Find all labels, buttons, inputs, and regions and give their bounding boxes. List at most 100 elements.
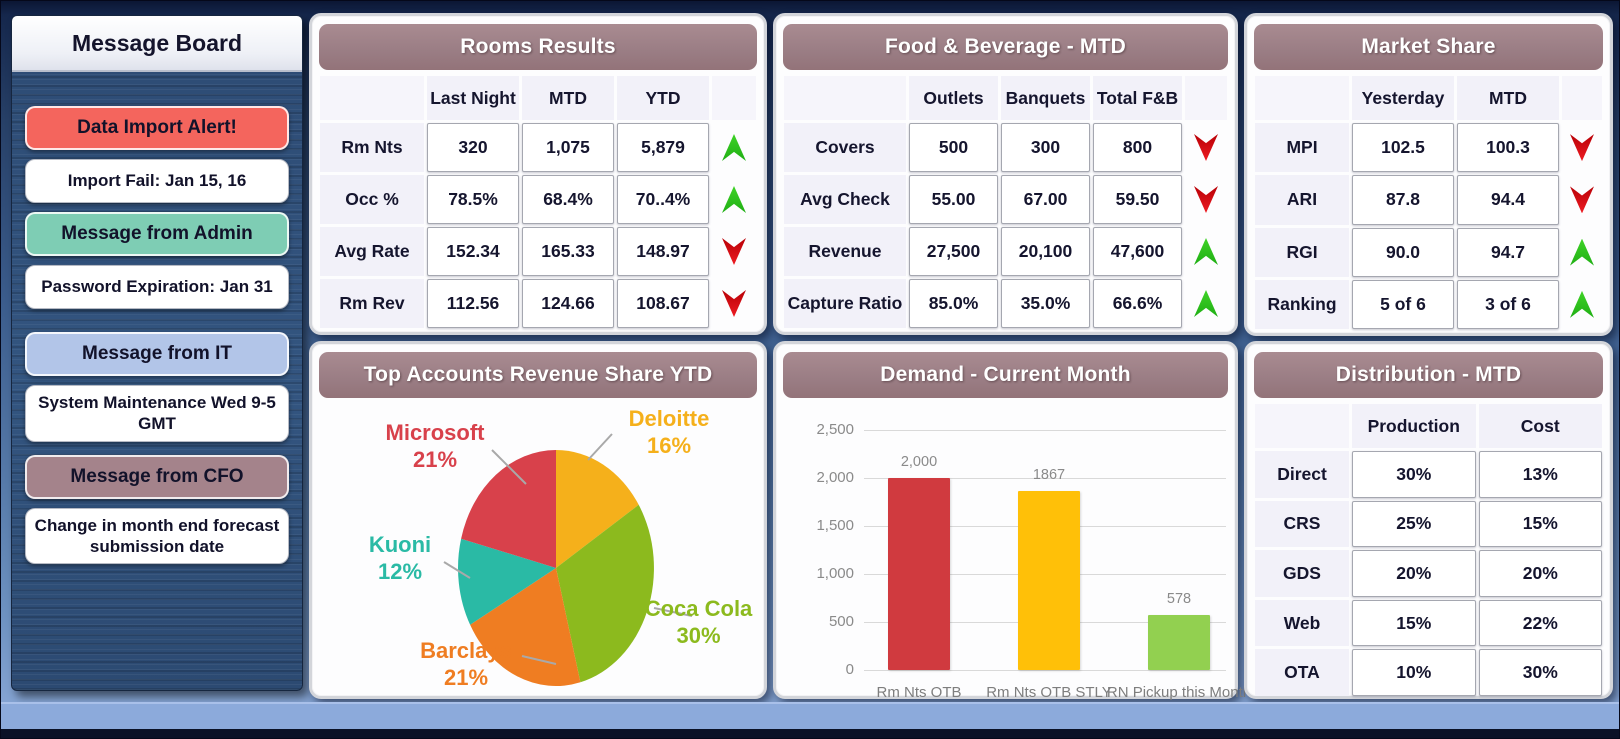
pie-leader-line xyxy=(587,433,613,461)
trend-cell xyxy=(1185,123,1227,172)
bottom-frame xyxy=(1,729,1619,738)
metric-value: 94.7 xyxy=(1457,227,1559,277)
alert-message-cfo[interactable]: Message from CFO xyxy=(25,454,289,499)
alert-message-admin[interactable]: Message from Admin xyxy=(25,212,289,256)
trend-up-icon xyxy=(1570,290,1594,318)
top-accounts-panel: Top Accounts Revenue Share YTD Deloitte 1… xyxy=(309,341,767,699)
table-corner xyxy=(1562,76,1602,120)
metric-value: 25% xyxy=(1352,500,1476,548)
x-axis-label: Rm Nts OTB xyxy=(876,684,962,701)
table-corner xyxy=(320,76,424,120)
alert-message-it[interactable]: Message from IT xyxy=(25,332,289,376)
metric-value: 112.56 xyxy=(427,279,519,328)
distribution-panel: Distribution - MTD Production Cost Direct 3… xyxy=(1244,341,1613,699)
metric-value: 30% xyxy=(1352,451,1476,498)
demand-panel: Demand - Current Month 0 500 1,000 1,500 2,0… xyxy=(773,341,1251,701)
row-label: MPI xyxy=(1255,123,1349,173)
column-header: Outlets xyxy=(909,76,998,120)
pie-leader-line xyxy=(443,561,471,579)
trend-down-icon xyxy=(722,290,746,317)
pie-label-microsoft: Microsoft 21% xyxy=(385,420,485,472)
note-system-maintenance: System Maintenance Wed 9-5 GMT xyxy=(25,385,289,442)
row-label: Avg Rate xyxy=(320,227,424,276)
metric-value: 300 xyxy=(1001,123,1090,172)
bar-rm-nts-otb-stly xyxy=(1018,490,1080,670)
y-axis-tick: 500 xyxy=(828,613,854,630)
pie-label-coca-cola: Coca Cola 30% xyxy=(644,596,753,648)
metric-value: 78.5% xyxy=(427,175,519,224)
message-board-list: Data Import Alert! Import Fail: Jan 15, 1… xyxy=(12,72,302,564)
metric-value: 152.34 xyxy=(427,227,519,276)
metric-value: 15% xyxy=(1478,500,1602,548)
metric-value: 165.33 xyxy=(522,227,614,276)
pie-slice-barclays xyxy=(470,568,581,687)
metric-value: 13% xyxy=(1478,451,1602,498)
row-label: Rm Nts xyxy=(320,123,424,172)
column-header: Last Night xyxy=(427,76,519,120)
note-import-fail: Import Fail: Jan 15, 16 xyxy=(25,159,289,203)
y-axis-tick: 2,000 xyxy=(816,469,854,486)
trend-cell xyxy=(712,279,756,328)
trend-cell xyxy=(1562,123,1602,172)
food-beverage-title: Food & Beverage - MTD xyxy=(783,24,1228,70)
metric-value: 320 xyxy=(427,123,519,172)
column-header: Yesterday xyxy=(1352,76,1454,120)
row-label: Covers xyxy=(784,123,906,172)
row-label: RGI xyxy=(1255,227,1349,277)
trend-cell xyxy=(1185,175,1227,224)
pie-label-barclays: Barclays 21% xyxy=(420,638,512,690)
metric-value: 20% xyxy=(1478,550,1602,597)
pie-slice-deloitte xyxy=(556,450,639,568)
row-label: Capture Ratio xyxy=(784,279,906,328)
rooms-results-panel: Rooms Results Last Night MTD YTD Rm Nts 320 1… xyxy=(309,13,767,335)
trend-down-icon xyxy=(722,238,746,265)
note-password-expiration: Password Expiration: Jan 31 xyxy=(25,265,289,309)
column-header: Cost xyxy=(1478,404,1602,448)
metric-value: 800 xyxy=(1093,123,1182,172)
demand-title: Demand - Current Month xyxy=(783,352,1228,398)
metric-value: 94.4 xyxy=(1457,175,1559,225)
trend-up-icon xyxy=(1194,238,1218,265)
trend-cell xyxy=(1562,175,1602,224)
metric-value: 3 of 6 xyxy=(1457,279,1559,329)
metric-value: 68.4% xyxy=(522,175,614,224)
alert-data-import[interactable]: Data Import Alert! xyxy=(25,106,289,150)
message-board-title: Message Board xyxy=(12,16,302,72)
trend-cell xyxy=(712,175,756,224)
metric-value: 47,600 xyxy=(1093,227,1182,276)
trend-cell xyxy=(1562,228,1602,277)
table-corner xyxy=(1185,76,1227,120)
metric-value: 108.67 xyxy=(617,279,709,328)
demand-bar-chart: 0 500 1,000 1,500 2,000 2,500 2,000 Rm Nts OTB 1… xyxy=(784,404,1251,701)
y-axis-tick: 1,000 xyxy=(816,565,854,582)
metric-value: 102.5 xyxy=(1352,123,1454,173)
metric-value: 5 of 6 xyxy=(1352,279,1454,329)
trend-up-icon xyxy=(722,134,746,161)
metric-value: 70..4% xyxy=(617,175,709,224)
row-label: Rm Rev xyxy=(320,279,424,328)
metric-value: 30% xyxy=(1478,649,1602,696)
column-header: MTD xyxy=(1457,76,1559,120)
row-label: OTA xyxy=(1255,649,1349,696)
pie-svg xyxy=(443,433,693,687)
column-header: Production xyxy=(1352,404,1476,448)
metric-value: 1,075 xyxy=(522,123,614,172)
metric-value: 124.66 xyxy=(522,279,614,328)
metric-value: 85.0% xyxy=(909,279,998,328)
table-corner xyxy=(1255,404,1349,448)
y-axis-tick: 0 xyxy=(845,661,854,678)
column-header: YTD xyxy=(617,76,709,120)
trend-down-icon xyxy=(1194,186,1218,213)
column-header: Banquets xyxy=(1001,76,1090,120)
trend-cell xyxy=(712,123,756,172)
row-label: Web xyxy=(1255,599,1349,647)
x-axis-label: RN Pickup this Month xyxy=(1106,684,1252,701)
gridline xyxy=(864,670,1226,671)
table-corner xyxy=(784,76,906,120)
metric-value: 500 xyxy=(909,123,998,172)
bar-value-label: 1867 xyxy=(1032,466,1066,483)
pie-leader-line xyxy=(491,449,527,485)
row-label: Revenue xyxy=(784,227,906,276)
metric-value: 15% xyxy=(1352,599,1476,647)
